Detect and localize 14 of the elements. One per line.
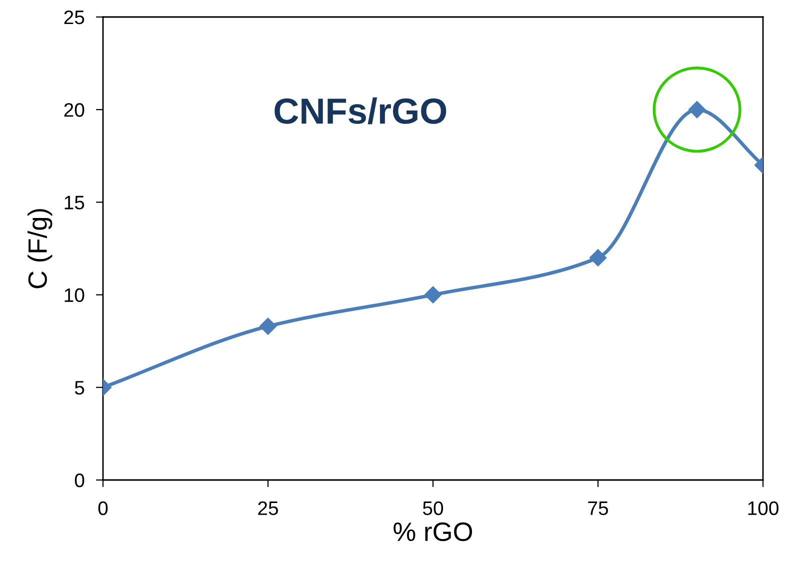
y-tick-label: 15 [64, 196, 84, 210]
y-tick-label: 20 [64, 103, 84, 117]
x-tick-label: 50 [422, 501, 444, 516]
y-tick-label: 25 [64, 10, 84, 24]
y-tick-label: 5 [74, 381, 84, 395]
y-tick-label: 0 [74, 473, 84, 488]
x-tick-label: 100 [748, 501, 778, 516]
x-tick-label: 75 [588, 502, 608, 516]
x-tick-label: 0 [98, 501, 108, 516]
text: CNFs/rGO [274, 97, 446, 124]
y-tick-label: 10 [64, 288, 84, 302]
x-axis-title: % rGO [394, 522, 472, 542]
x-tick-label: 25 [258, 501, 278, 516]
y-axis-title: C (F/g) [28, 209, 52, 288]
